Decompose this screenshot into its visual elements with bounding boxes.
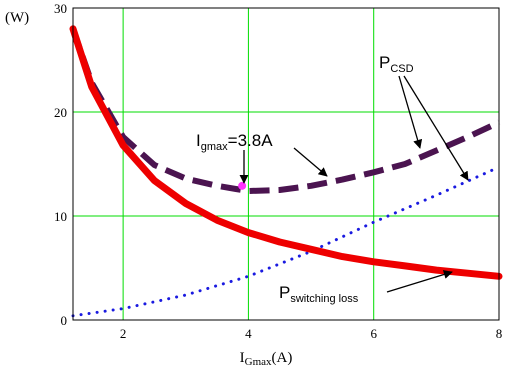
igmax-marker-point <box>238 181 247 190</box>
annotation-igmax: Igmax=3.8A <box>196 131 273 153</box>
y-axis-label: (W) <box>5 10 29 26</box>
x-tick-label-2: 6 <box>370 326 377 341</box>
plot-frame <box>72 7 500 321</box>
series-line-0 <box>70 27 501 194</box>
x-tick-label-0: 2 <box>120 326 127 341</box>
annotation-p-switching-main: P <box>279 283 290 302</box>
series-layer <box>69 25 503 318</box>
annotation-igmax-main: I <box>196 131 201 150</box>
arrow-igmax-right <box>293 147 328 177</box>
series-line-2 <box>71 165 501 318</box>
arrow-p-csd-dashed <box>398 75 423 149</box>
y-tick-label-3: 30 <box>54 1 67 16</box>
x-axis-label-main: I <box>240 350 245 366</box>
arrow-p-switching <box>386 270 453 293</box>
x-axis-label-sub: Gmax <box>245 356 272 368</box>
y-tick-labels: 0 10 20 30 <box>54 1 67 328</box>
arrow-p-csd <box>403 75 469 181</box>
x-axis-label: IGmax(A) <box>240 350 293 368</box>
annotation-igmax-suffix: =3.8A <box>228 131 274 150</box>
x-tick-label-1: 4 <box>245 326 252 341</box>
series-line-1 <box>69 25 503 280</box>
annotation-p-csd-main: P <box>379 53 390 72</box>
y-tick-label-2: 20 <box>54 105 67 120</box>
x-axis-label-unit: (A) <box>272 350 293 366</box>
annotation-igmax-sub: gmax <box>201 141 228 153</box>
annotation-p-csd-sub: CSD <box>390 63 413 75</box>
grid <box>73 8 499 320</box>
annotation-p-csd: PCSD <box>379 53 414 75</box>
x-tick-label-3: 8 <box>496 326 503 341</box>
x-tick-labels: 2 4 6 8 <box>120 326 502 341</box>
annotation-p-switching-sub: switching loss <box>290 293 358 305</box>
y-tick-label-1: 10 <box>54 209 67 224</box>
y-tick-label-0: 0 <box>61 313 68 328</box>
annotation-p-switching-loss: Pswitching loss <box>279 283 359 305</box>
